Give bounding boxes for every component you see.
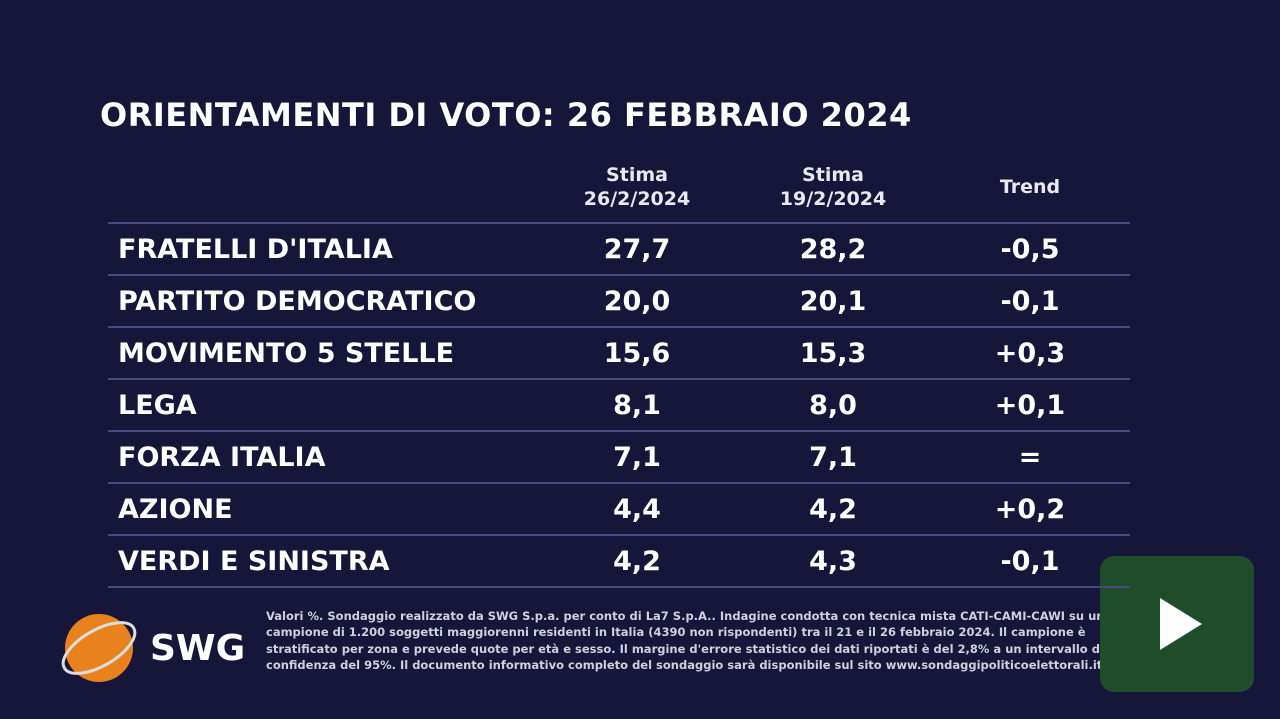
table-row: AZIONE 4,4 4,2 +0,2 — [108, 482, 1130, 536]
cell-value: 4,2 — [613, 546, 661, 577]
column-header: Stima 19/2/2024 — [733, 163, 933, 211]
cell-value: 15,6 — [603, 338, 671, 369]
play-icon — [1160, 598, 1202, 650]
cell-value: +0,3 — [994, 338, 1066, 369]
table-row: FORZA ITALIA 7,1 7,1 = — [108, 430, 1130, 484]
party-name: MOVIMENTO 5 STELLE — [118, 338, 455, 369]
cell-value: +0,1 — [994, 390, 1066, 421]
table-bottom-line — [108, 586, 1130, 588]
play-button[interactable] — [1100, 556, 1254, 692]
cell-value: 7,1 — [613, 442, 661, 473]
cell-value: 8,1 — [613, 390, 661, 421]
party-name: FRATELLI D'ITALIA — [118, 234, 393, 265]
logo-icon — [61, 614, 137, 682]
column-header: Stima 26/2/2024 — [537, 163, 737, 211]
cell-value: 15,3 — [799, 338, 867, 369]
table-row: PARTITO DEMOCRATICO 20,0 20,1 -0,1 — [108, 274, 1130, 328]
cell-value: = — [1018, 442, 1042, 473]
cell-value: -0,1 — [1000, 286, 1060, 317]
header-line: Trend — [999, 176, 1061, 198]
title: ORIENTAMENTI DI VOTO: 26 FEBBRAIO 2024 — [100, 96, 912, 134]
cell-value: 8,0 — [809, 390, 857, 421]
cell-value: 4,2 — [809, 494, 857, 525]
cell-value: 7,1 — [809, 442, 857, 473]
logo-text: SWG — [150, 628, 246, 669]
table-row: LEGA 8,1 8,0 +0,1 — [108, 378, 1130, 432]
header-line: 26/2/2024 — [583, 188, 691, 210]
cell-value: -0,5 — [1000, 234, 1060, 265]
header-line: Stima — [802, 164, 864, 186]
table-row: VERDI E SINISTRA 4,2 4,3 -0,1 — [108, 534, 1130, 588]
table-row: MOVIMENTO 5 STELLE 15,6 15,3 +0,3 — [108, 326, 1130, 380]
party-name: LEGA — [118, 390, 197, 421]
cell-value: 4,4 — [613, 494, 661, 525]
cell-value: 20,0 — [603, 286, 671, 317]
party-name: PARTITO DEMOCRATICO — [118, 286, 477, 317]
cell-value: 28,2 — [799, 234, 867, 265]
table-row: FRATELLI D'ITALIA 27,7 28,2 -0,5 — [108, 222, 1130, 276]
footnote: Valori %. Sondaggio realizzato da SWG S.… — [266, 609, 1105, 672]
cell-value: +0,2 — [994, 494, 1066, 525]
header-line: Stima — [606, 164, 668, 186]
cell-value: 27,7 — [603, 234, 671, 265]
cell-value: 4,3 — [809, 546, 857, 577]
cell-value: 20,1 — [799, 286, 867, 317]
column-header: Trend — [930, 175, 1130, 199]
party-name: FORZA ITALIA — [118, 442, 326, 473]
party-name: AZIONE — [118, 494, 233, 525]
party-name: VERDI E SINISTRA — [118, 546, 390, 577]
cell-value: -0,1 — [1000, 546, 1060, 577]
header-line: 19/2/2024 — [779, 188, 887, 210]
